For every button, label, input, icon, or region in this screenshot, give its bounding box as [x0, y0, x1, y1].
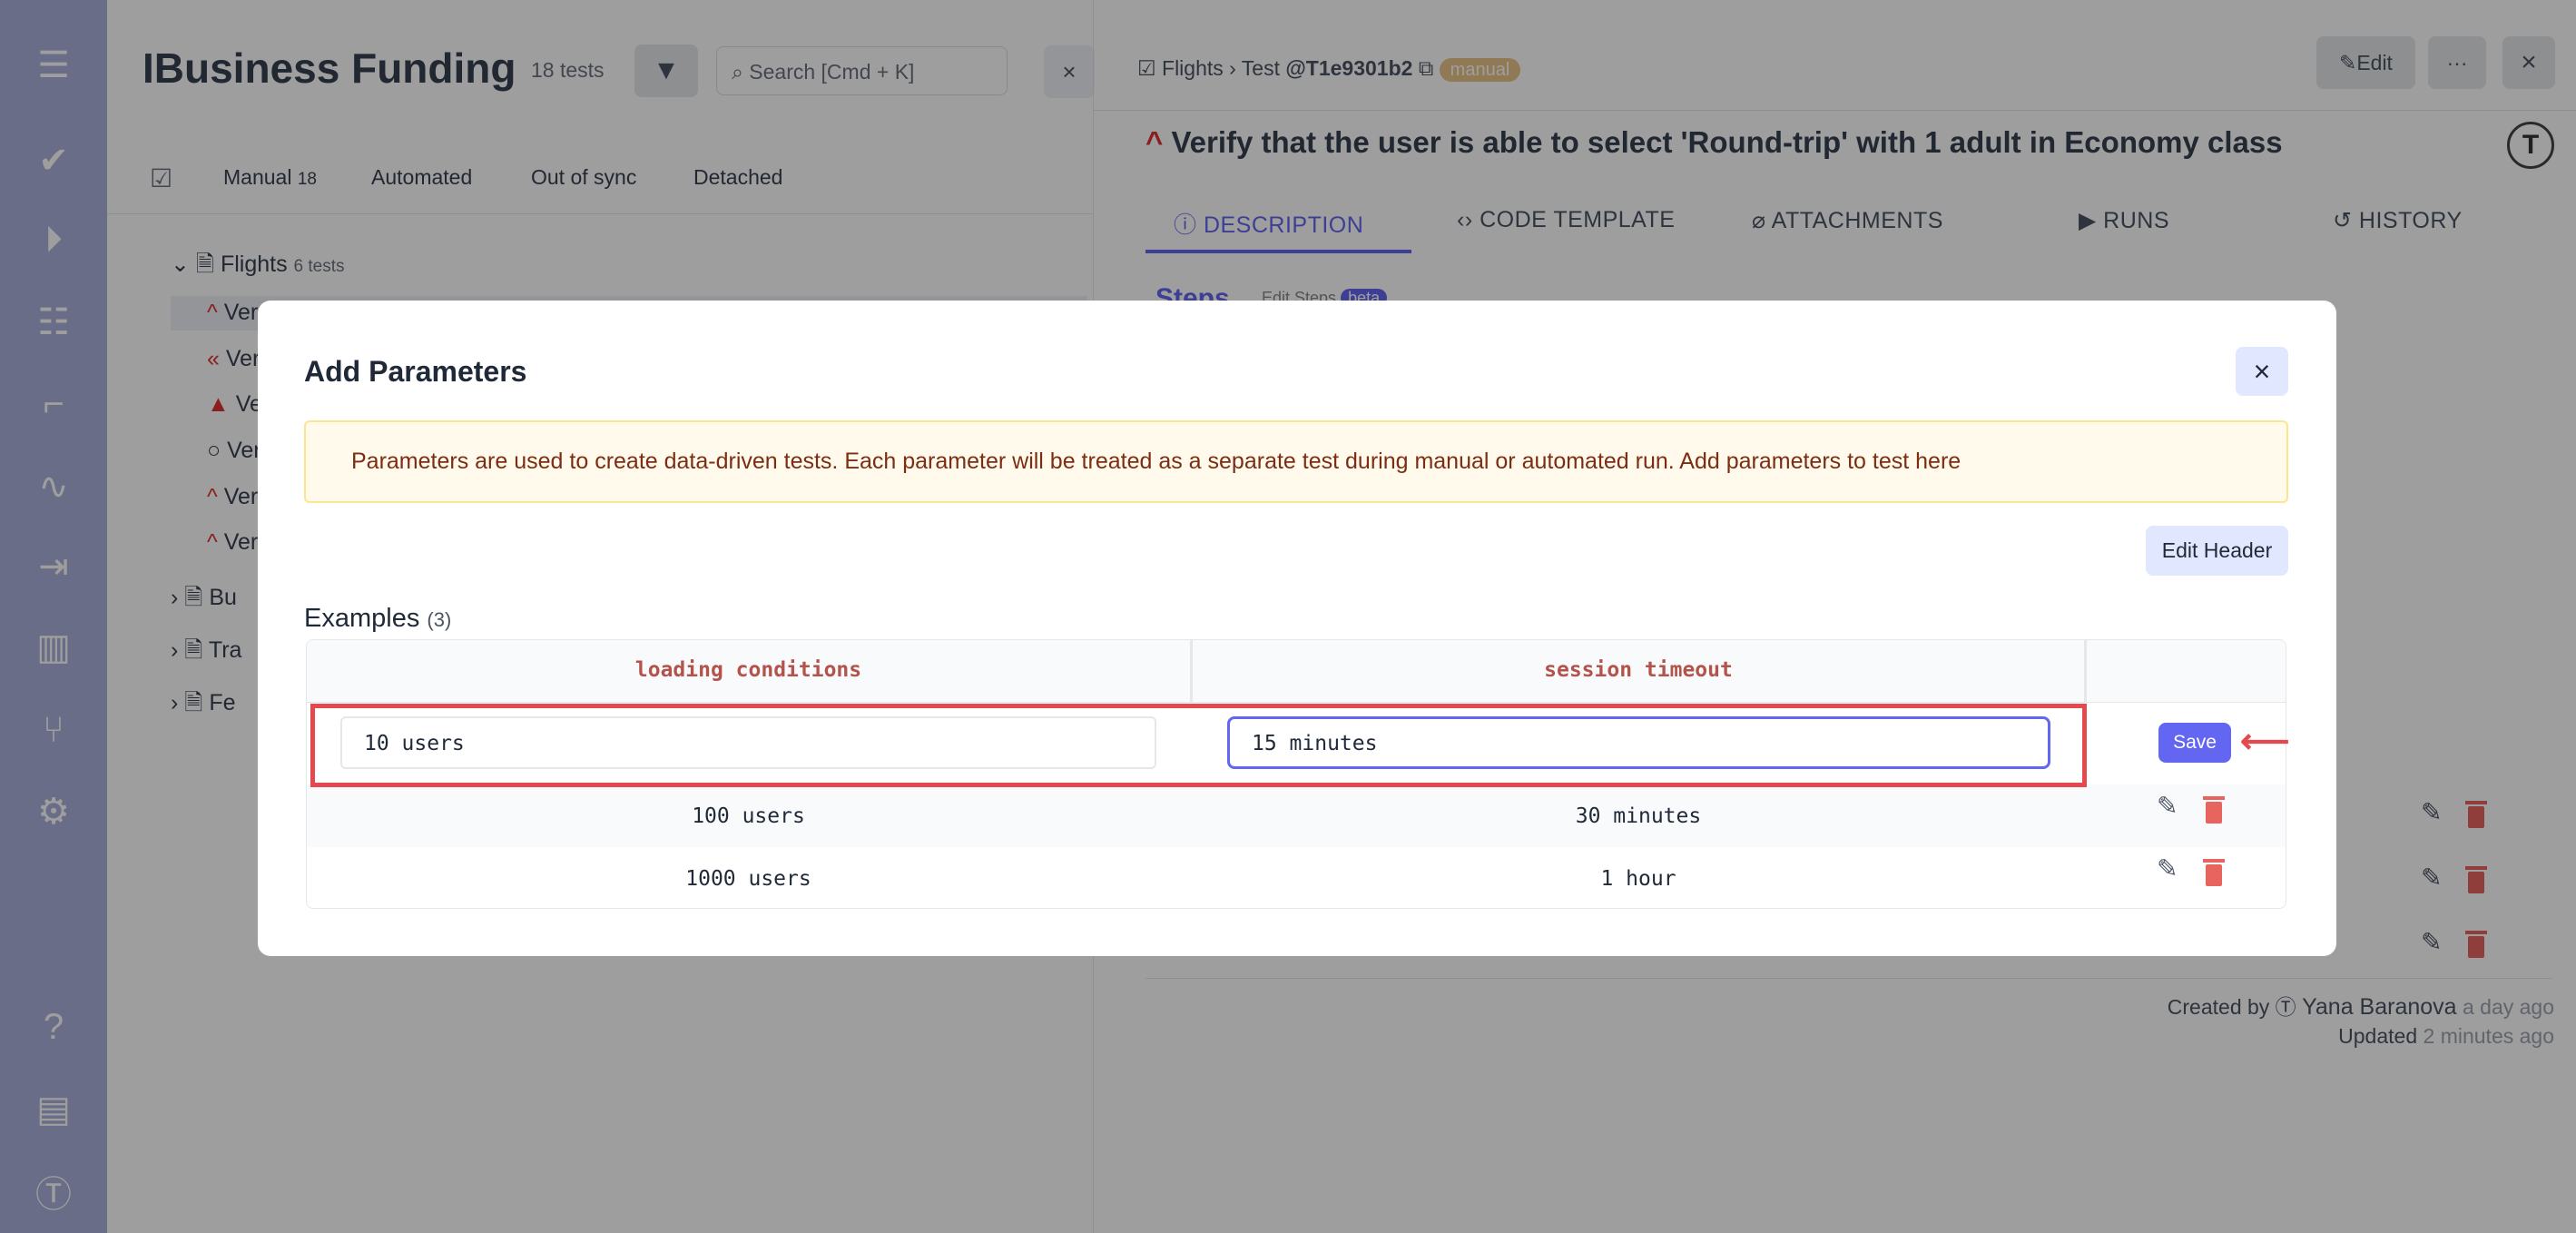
suite[interactable]: › 🗎 Tra — [171, 637, 242, 663]
edit-icon[interactable]: ✎ — [2421, 928, 2443, 956]
help-icon[interactable]: ? — [43, 1006, 64, 1047]
logo-icon[interactable]: Ⓣ — [35, 1175, 72, 1215]
tab-runs[interactable]: ▶ RUNS — [2079, 208, 2170, 233]
search-icon: ⌕ — [732, 60, 750, 84]
column-header-loading-conditions: loading conditions — [634, 658, 862, 682]
cell: 30 minutes — [1575, 804, 1702, 828]
import-icon[interactable]: ⇥ — [38, 547, 69, 587]
suite[interactable]: › 🗎 Bu — [171, 585, 237, 610]
divider — [107, 213, 1093, 214]
table-header — [307, 640, 2286, 703]
suite[interactable]: › 🗎 Fe — [171, 690, 236, 715]
filter-button[interactable]: ▼ — [634, 44, 698, 97]
examples-label: Examples (3) — [304, 604, 452, 633]
edit-icon[interactable]: ✎ — [2421, 798, 2443, 826]
tab-attachments[interactable]: ⌀ ATTACHMENTS — [1752, 208, 1943, 233]
delete-icon[interactable] — [2465, 866, 2487, 893]
breadcrumb: ☑ Flights › Test @T1e9301b2 ⧉ manual — [1137, 56, 1521, 82]
cell: 100 users — [692, 804, 805, 828]
save-button[interactable]: Save — [2158, 723, 2231, 763]
close-detail-button[interactable]: × — [2502, 36, 2555, 89]
created-by: Created by Ⓣ Yana Baranova a day ago — [2167, 994, 2554, 1020]
column-divider — [2084, 640, 2087, 703]
delete-icon[interactable] — [2465, 931, 2487, 958]
info-alert: Parameters are used to create data-drive… — [304, 420, 2288, 503]
tab-out-of-sync[interactable]: Out of sync — [531, 165, 637, 189]
checklist-icon[interactable]: ☷ — [37, 302, 70, 342]
search-input[interactable]: ⌕ Search [Cmd + K] — [716, 46, 1008, 95]
examples-table: loading conditions session timeout 100 u… — [306, 639, 2286, 909]
delete-icon[interactable] — [2465, 801, 2487, 828]
cell: 1 hour — [1600, 867, 1676, 891]
suite-flights[interactable]: ⌄ 🗎 Flights 6 tests — [171, 252, 345, 277]
tree-item[interactable]: « Ver — [207, 346, 261, 371]
sidebar: ☰ ✔ ⏵ ☷ ⌐ ∿ ⇥ ▥ ⑂ ⚙ ? ▤ Ⓣ — [0, 0, 107, 1233]
pulse-icon[interactable]: ∿ — [38, 467, 69, 507]
column-divider — [1190, 640, 1193, 703]
delete-row-icon[interactable] — [2203, 796, 2225, 824]
divider — [1094, 110, 2576, 111]
tab-manual[interactable]: Manual 18 — [223, 165, 317, 189]
modal-title: Add Parameters — [304, 355, 527, 388]
project-title: IBusiness Funding — [143, 44, 516, 92]
edit-row-icon[interactable]: ✎ — [2157, 792, 2178, 820]
edit-row-icon[interactable]: ✎ — [2157, 854, 2178, 883]
test-title: ^ Verify that the user is able to select… — [1145, 125, 2283, 159]
tab-code-template[interactable]: ‹› CODE TEMPLATE — [1457, 207, 1676, 232]
tab-detached[interactable]: Detached — [693, 165, 783, 189]
add-parameters-modal: Add Parameters × Parameters are used to … — [258, 301, 2336, 956]
branch-icon[interactable]: ⑂ — [43, 709, 64, 750]
copy-icon[interactable]: ⧉ — [1418, 56, 1434, 80]
breadcrumb-flights[interactable]: Flights — [1162, 56, 1224, 80]
tree-item[interactable]: ^ Ver — [207, 529, 259, 555]
close-icon[interactable]: × — [2236, 347, 2288, 396]
gear-icon[interactable]: ⚙ — [37, 792, 70, 832]
arrow-annotation-icon: ⟵ — [2240, 723, 2290, 761]
check-icon[interactable]: ✔ — [38, 141, 69, 181]
analytics-icon[interactable]: ▥ — [36, 627, 71, 667]
table-row — [307, 784, 2286, 847]
avatar-logo: T — [2507, 122, 2554, 169]
column-header-session-timeout: session timeout — [1544, 658, 1733, 682]
close-panel-button[interactable]: × — [1044, 45, 1095, 98]
manual-badge: manual — [1439, 58, 1521, 82]
filter-icon: ▼ — [653, 55, 680, 85]
edit-icon[interactable]: ✎ — [2421, 863, 2443, 892]
tree-item[interactable]: ○ Ver — [207, 438, 261, 463]
tab-automated[interactable]: Automated — [371, 165, 473, 189]
tree-item[interactable]: ^ Ver — [207, 300, 259, 325]
tab-history[interactable]: ↺ HISTORY — [2333, 208, 2463, 233]
menu-icon[interactable]: ☰ — [37, 45, 70, 85]
updated: Updated 2 minutes ago — [2338, 1024, 2554, 1048]
session-timeout-input[interactable]: 15 minutes — [1227, 716, 2050, 769]
more-button[interactable]: ··· — [2428, 36, 2486, 89]
tab-description[interactable]: ⓘ DESCRIPTION — [1174, 212, 1364, 238]
loading-conditions-input[interactable]: 10 users — [340, 716, 1156, 769]
divider — [1145, 978, 2552, 979]
steps-icon[interactable]: ⌐ — [43, 383, 64, 424]
checklist-icon: ☑ — [150, 164, 173, 192]
edit-header-button[interactable]: Edit Header — [2146, 526, 2288, 576]
folders-icon[interactable]: ▤ — [36, 1090, 71, 1129]
cell: 1000 users — [685, 867, 811, 891]
edit-button[interactable]: ✎ Edit — [2316, 36, 2415, 89]
tree-item[interactable]: ^ Ver — [207, 484, 259, 509]
test-count: 18 tests — [531, 58, 605, 82]
play-circle-icon[interactable]: ⏵ — [44, 219, 63, 260]
delete-row-icon[interactable] — [2203, 859, 2225, 886]
highlight-box — [310, 704, 2087, 787]
active-tab-underline — [1145, 250, 1411, 253]
